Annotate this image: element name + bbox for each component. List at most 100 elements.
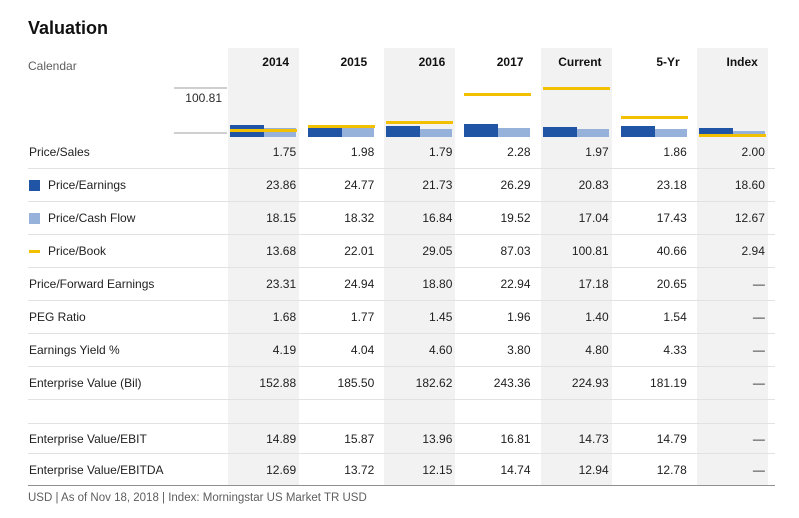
- row-label: Earnings Yield %: [28, 343, 228, 357]
- row-label-text: Price/Book: [48, 244, 107, 258]
- cell-2015: 24.94: [344, 277, 375, 291]
- cell-Index: 2.00: [741, 145, 765, 159]
- chart-baseline-tick: [174, 132, 227, 134]
- cell-2015: 22.01: [344, 244, 375, 258]
- cell-5-Yr: 20.65: [656, 277, 687, 291]
- cell-2016: 182.62: [415, 376, 453, 390]
- row-label: Price/Forward Earnings: [28, 277, 228, 291]
- cell-2017: 14.74: [500, 462, 531, 477]
- price-cash-flow-bar-2014: [264, 128, 296, 137]
- price-cash-flow-bar-Current: [576, 128, 609, 137]
- cell-2017: 2.28: [507, 145, 531, 159]
- cell-2016: 16.84: [422, 211, 453, 225]
- cell-2017: 22.94: [500, 277, 531, 291]
- cell-Index: 12.67: [734, 211, 765, 225]
- cell-2016: 29.05: [422, 244, 453, 258]
- price-book-line-Current: [542, 86, 610, 90]
- cell-5-Yr: 12.78: [656, 462, 687, 477]
- cell-2017: 87.03: [500, 244, 531, 258]
- cell-2017: 3.80: [507, 343, 531, 357]
- cell-Index: —: [752, 343, 765, 357]
- price-earnings-bar-2016: [386, 126, 421, 137]
- cell-Current: 1.40: [585, 310, 609, 324]
- spacer-row: [28, 400, 775, 424]
- cell-5-Yr: 40.66: [656, 244, 687, 258]
- table-row: Price/Book 13.68 22.01 29.05 87.03 100.81 40.6…: [28, 235, 775, 268]
- price-book-line-2017: [464, 93, 532, 97]
- cell-2014: 18.15: [266, 211, 297, 225]
- column-header-5-Yr: 5-Yr: [656, 55, 680, 69]
- cell-2017: 1.96: [507, 310, 531, 324]
- row-label-text: Price/Sales: [29, 145, 90, 159]
- price-cash-flow-bar-2016: [420, 128, 453, 137]
- cell-Index: —: [752, 376, 765, 390]
- cell-2015: 4.04: [350, 343, 375, 357]
- table-row: Enterprise Value/EBITDA 12.69 13.72 12.15 14…: [28, 454, 775, 486]
- cell-2016: 18.80: [422, 277, 453, 291]
- cell-2014: 23.86: [266, 178, 297, 192]
- cell-2014: 1.75: [272, 145, 297, 159]
- cell-5-Yr: 1.54: [663, 310, 687, 324]
- chart-max-label: 100.81: [185, 91, 222, 105]
- price-book-line-2015: [308, 124, 376, 128]
- price-earnings-bar-Current: [542, 126, 577, 137]
- cell-Current: 20.83: [578, 178, 609, 192]
- row-label: Price/Earnings: [28, 178, 228, 192]
- table-row: Price/Earnings 23.86 24.77 21.73 26.29 20.83 2…: [28, 169, 775, 202]
- row-label-text: PEG Ratio: [29, 310, 86, 324]
- cell-Current: 17.18: [578, 277, 609, 291]
- cell-5-Yr: 4.33: [663, 343, 687, 357]
- cell-2015: 18.32: [344, 211, 375, 225]
- cell-2016: 13.96: [422, 431, 453, 446]
- footer-note: USD | As of Nov 18, 2018 | Index: Mornin…: [28, 492, 367, 504]
- table-row: PEG Ratio 1.68 1.77 1.45 1.96 1.40 1.54 —: [28, 301, 775, 334]
- row-label-text: Price/Earnings: [48, 178, 127, 192]
- price-cash-flow-bar-2015: [342, 128, 375, 137]
- row-label: Enterprise Value/EBIT: [28, 432, 228, 446]
- row-label-text: Earnings Yield %: [29, 343, 120, 357]
- cell-2016: 12.15: [422, 462, 453, 477]
- cell-Current: 1.97: [585, 145, 609, 159]
- cell-2014: 13.68: [266, 244, 297, 258]
- price-cash-flow-bar-5-Yr: [654, 128, 687, 137]
- cell-2014: 12.69: [266, 462, 297, 477]
- cell-Current: 4.80: [585, 343, 609, 357]
- row-label: Price/Book: [28, 244, 228, 258]
- price-book-line-2014: [230, 128, 297, 132]
- price-book-line-Index: [698, 134, 766, 138]
- row-label-text: Enterprise Value/EBIT: [29, 431, 147, 446]
- column-header-Current: Current: [558, 55, 602, 69]
- price-cash-flow-legend-icon: [29, 212, 40, 224]
- cell-2014: 14.89: [266, 431, 297, 446]
- table-row: Price/Cash Flow 18.15 18.32 16.84 19.52 17.04…: [28, 202, 775, 235]
- cell-5-Yr: 1.86: [663, 145, 687, 159]
- cell-2016: 21.73: [422, 178, 453, 192]
- row-label-text: Price/Forward Earnings: [29, 277, 155, 291]
- row-label-text: Enterprise Value/EBITDA: [29, 462, 164, 477]
- price-earnings-bar-2017: [464, 124, 499, 137]
- cell-2014: 23.31: [266, 277, 297, 291]
- cell-2016: 1.45: [429, 310, 453, 324]
- row-label: Enterprise Value (Bil): [28, 376, 228, 390]
- cell-5-Yr: 17.43: [656, 211, 687, 225]
- column-header-2017: 2017: [496, 55, 524, 69]
- column-header-Index: Index: [726, 55, 758, 69]
- column-header-2015: 2015: [340, 55, 368, 69]
- cell-5-Yr: 181.19: [650, 376, 687, 390]
- cell-2016: 1.79: [429, 145, 453, 159]
- price-earnings-bar-5-Yr: [620, 125, 655, 137]
- table-row: Price/Sales 1.75 1.98 1.79 2.28 1.97 1.86 2.00: [28, 136, 775, 169]
- chart-max-tick: [174, 87, 227, 89]
- row-label: Price/Sales: [28, 145, 228, 159]
- cell-2014: 4.19: [272, 343, 297, 357]
- price-book-line-2016: [386, 121, 454, 125]
- row-label: Enterprise Value/EBITDA: [28, 463, 228, 477]
- cell-5-Yr: 14.79: [656, 431, 687, 446]
- cell-Current: 14.73: [578, 431, 609, 446]
- table-row: Price/Forward Earnings 23.31 24.94 18.80 22.…: [28, 268, 775, 301]
- cell-Index: —: [752, 462, 765, 477]
- valuation-table: Price/Sales 1.75 1.98 1.79 2.28 1.97 1.86 2.00 P…: [28, 136, 775, 486]
- cell-2016: 4.60: [429, 343, 453, 357]
- price-book-legend-icon: [29, 249, 40, 253]
- table-row: Earnings Yield % 4.19 4.04 4.60 3.80 4.80 4.33…: [28, 334, 775, 367]
